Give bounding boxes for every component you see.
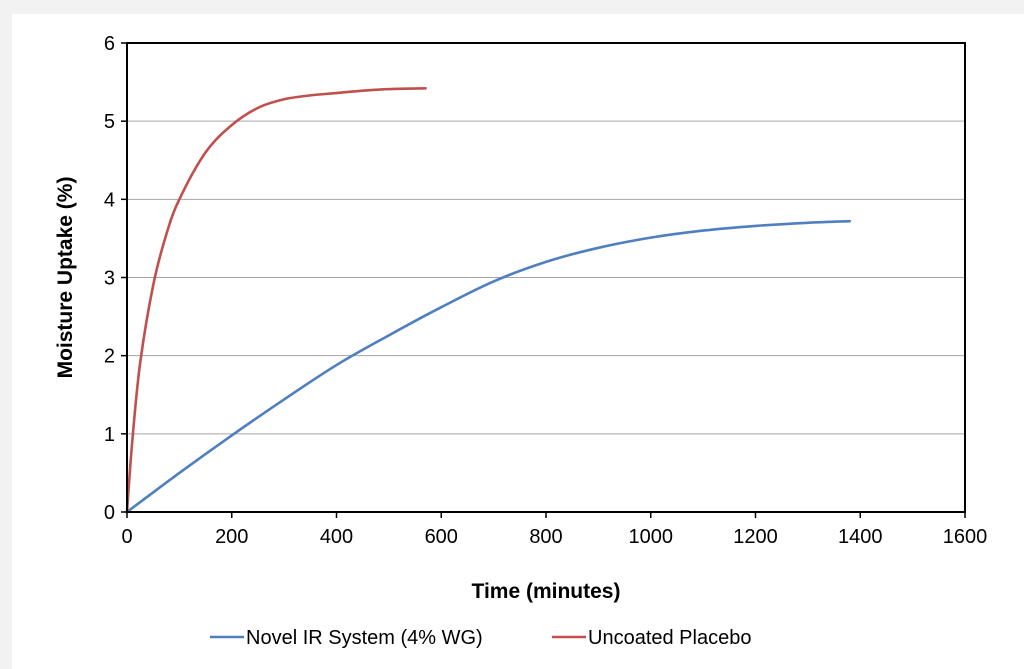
legend-label-1: Uncoated Placebo (588, 627, 751, 649)
y-tick-label: 2 (104, 346, 115, 368)
y-tick-label: 4 (104, 189, 115, 211)
y-tick-label: 3 (104, 268, 115, 290)
x-tick-label: 1000 (629, 526, 674, 548)
legend: Novel IR System (4% WG) Uncoated Placebo (210, 627, 751, 649)
x-tick-label: 400 (320, 526, 353, 548)
x-tick-label: 1200 (733, 526, 778, 548)
y-tick-label: 6 (104, 33, 115, 55)
tick-marks (121, 42, 966, 518)
y-tick-labels: 0 1 2 3 4 5 6 (104, 33, 115, 524)
x-tick-label: 0 (121, 526, 132, 548)
series-line-1 (125, 87, 427, 514)
x-tick-label: 1400 (838, 526, 883, 548)
x-tick-label: 600 (425, 526, 458, 548)
series-line-0 (125, 219, 852, 514)
line-chart: 0 1 2 3 4 5 6 0 200 400 600 800 1000 1200 1400 1600 Ti… (54, 33, 987, 649)
y-tick-label: 0 (104, 502, 115, 524)
grid-lines (127, 120, 965, 435)
series-layer (125, 87, 852, 514)
x-tick-label: 800 (529, 526, 562, 548)
legend-label-0: Novel IR System (4% WG) (246, 627, 483, 649)
chart-frame: 0 1 2 3 4 5 6 0 200 400 600 800 1000 1200 1400 1600 Ti… (12, 14, 1024, 669)
y-tick-label: 1 (104, 424, 115, 446)
y-tick-label: 5 (104, 111, 115, 133)
x-tick-labels: 0 200 400 600 800 1000 1200 1400 1600 (121, 526, 987, 548)
x-tick-label: 1600 (943, 526, 988, 548)
x-axis-title: Time (minutes) (472, 580, 621, 603)
x-tick-label: 200 (215, 526, 248, 548)
y-axis-title: Moisture Uptake (%) (54, 177, 77, 379)
